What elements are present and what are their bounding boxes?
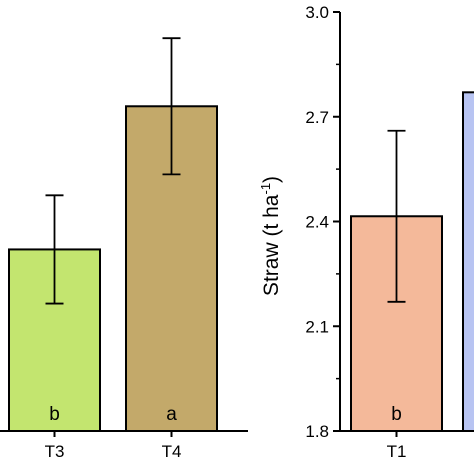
y-axis-label-close: ) <box>260 176 283 183</box>
significance-label-1-0: b <box>391 404 402 425</box>
bar-1-1 <box>462 91 474 433</box>
y-axis-label: Straw (t ha-1) <box>258 176 283 296</box>
y-axis-label-exponent: -1 <box>258 183 273 195</box>
y-tick-label-1-4: 3.0 <box>305 3 329 22</box>
x-tick-label-0-1: T4 <box>162 442 182 461</box>
x-tick-label-0-0: T3 <box>45 442 65 461</box>
y-tick-label-1-0: 1.8 <box>305 422 329 441</box>
y-axis-label-name: Straw <box>260 242 283 297</box>
x-tick-label-1-0: T1 <box>387 442 407 461</box>
y-tick-label-1-2: 2.4 <box>305 213 329 232</box>
significance-label-0-1: a <box>166 404 177 425</box>
y-tick-label-1-3: 2.7 <box>305 108 329 127</box>
y-axis-label-unit: (t ha <box>260 194 283 236</box>
right-panel: b T1 1.8 2.1 2.4 2.7 3.0 <box>305 3 474 461</box>
significance-label-0-0: b <box>49 404 60 425</box>
y-tick-label-1-1: 2.1 <box>305 317 329 336</box>
left-panel: b T3 a T4 <box>0 37 248 461</box>
